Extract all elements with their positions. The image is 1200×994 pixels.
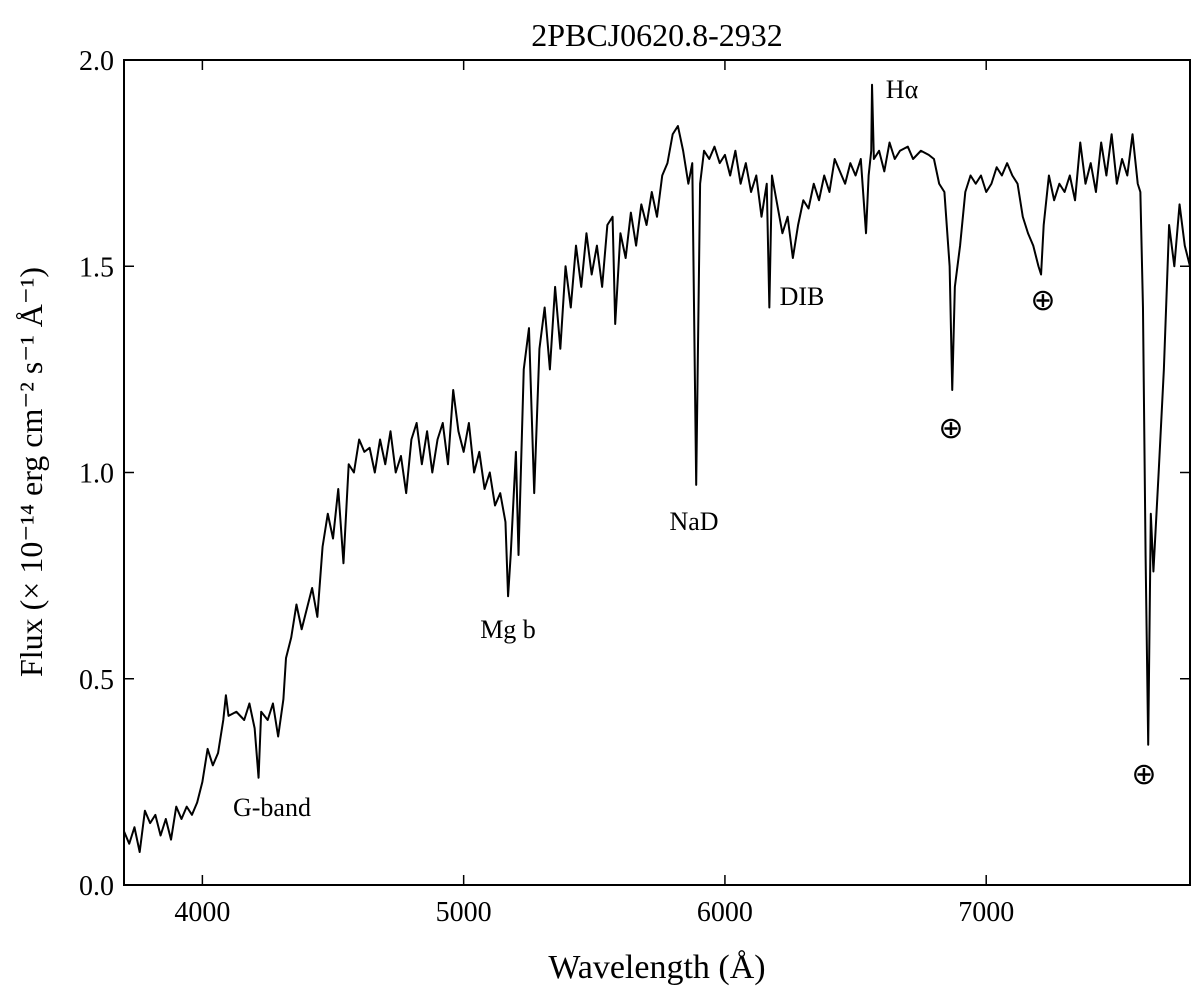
y-tick-label: 0.5 [79, 665, 114, 696]
x-tick-label: 7000 [958, 897, 1014, 928]
annotation: G-band [233, 793, 311, 822]
x-tick-label: 5000 [436, 897, 492, 928]
annotation: ⊕ [1030, 283, 1055, 318]
annotation: ⊕ [938, 411, 963, 446]
x-tick-label: 4000 [174, 897, 230, 928]
annotation: NaD [669, 507, 718, 536]
x-tick-label: 6000 [697, 897, 753, 928]
annotation: DIB [780, 282, 825, 311]
x-axis-label: Wavelength (Å) [548, 949, 765, 986]
spectrum-line [123, 83, 1191, 853]
annotation: Hα [886, 75, 919, 104]
annotation: ⊕ [1131, 757, 1156, 792]
y-tick-label: 2.0 [79, 46, 114, 77]
annotation: Mg b [480, 615, 536, 644]
plot-frame [123, 59, 1191, 886]
y-tick-label: 1.5 [79, 252, 114, 283]
y-tick-label: 0.0 [79, 871, 114, 902]
y-tick-label: 1.0 [79, 459, 114, 490]
chart-title: 2PBCJ0620.8-2932 [531, 17, 783, 53]
y-axis-label: Flux (× 10⁻¹⁴ erg cm⁻² s⁻¹ Å⁻¹) [13, 267, 49, 677]
